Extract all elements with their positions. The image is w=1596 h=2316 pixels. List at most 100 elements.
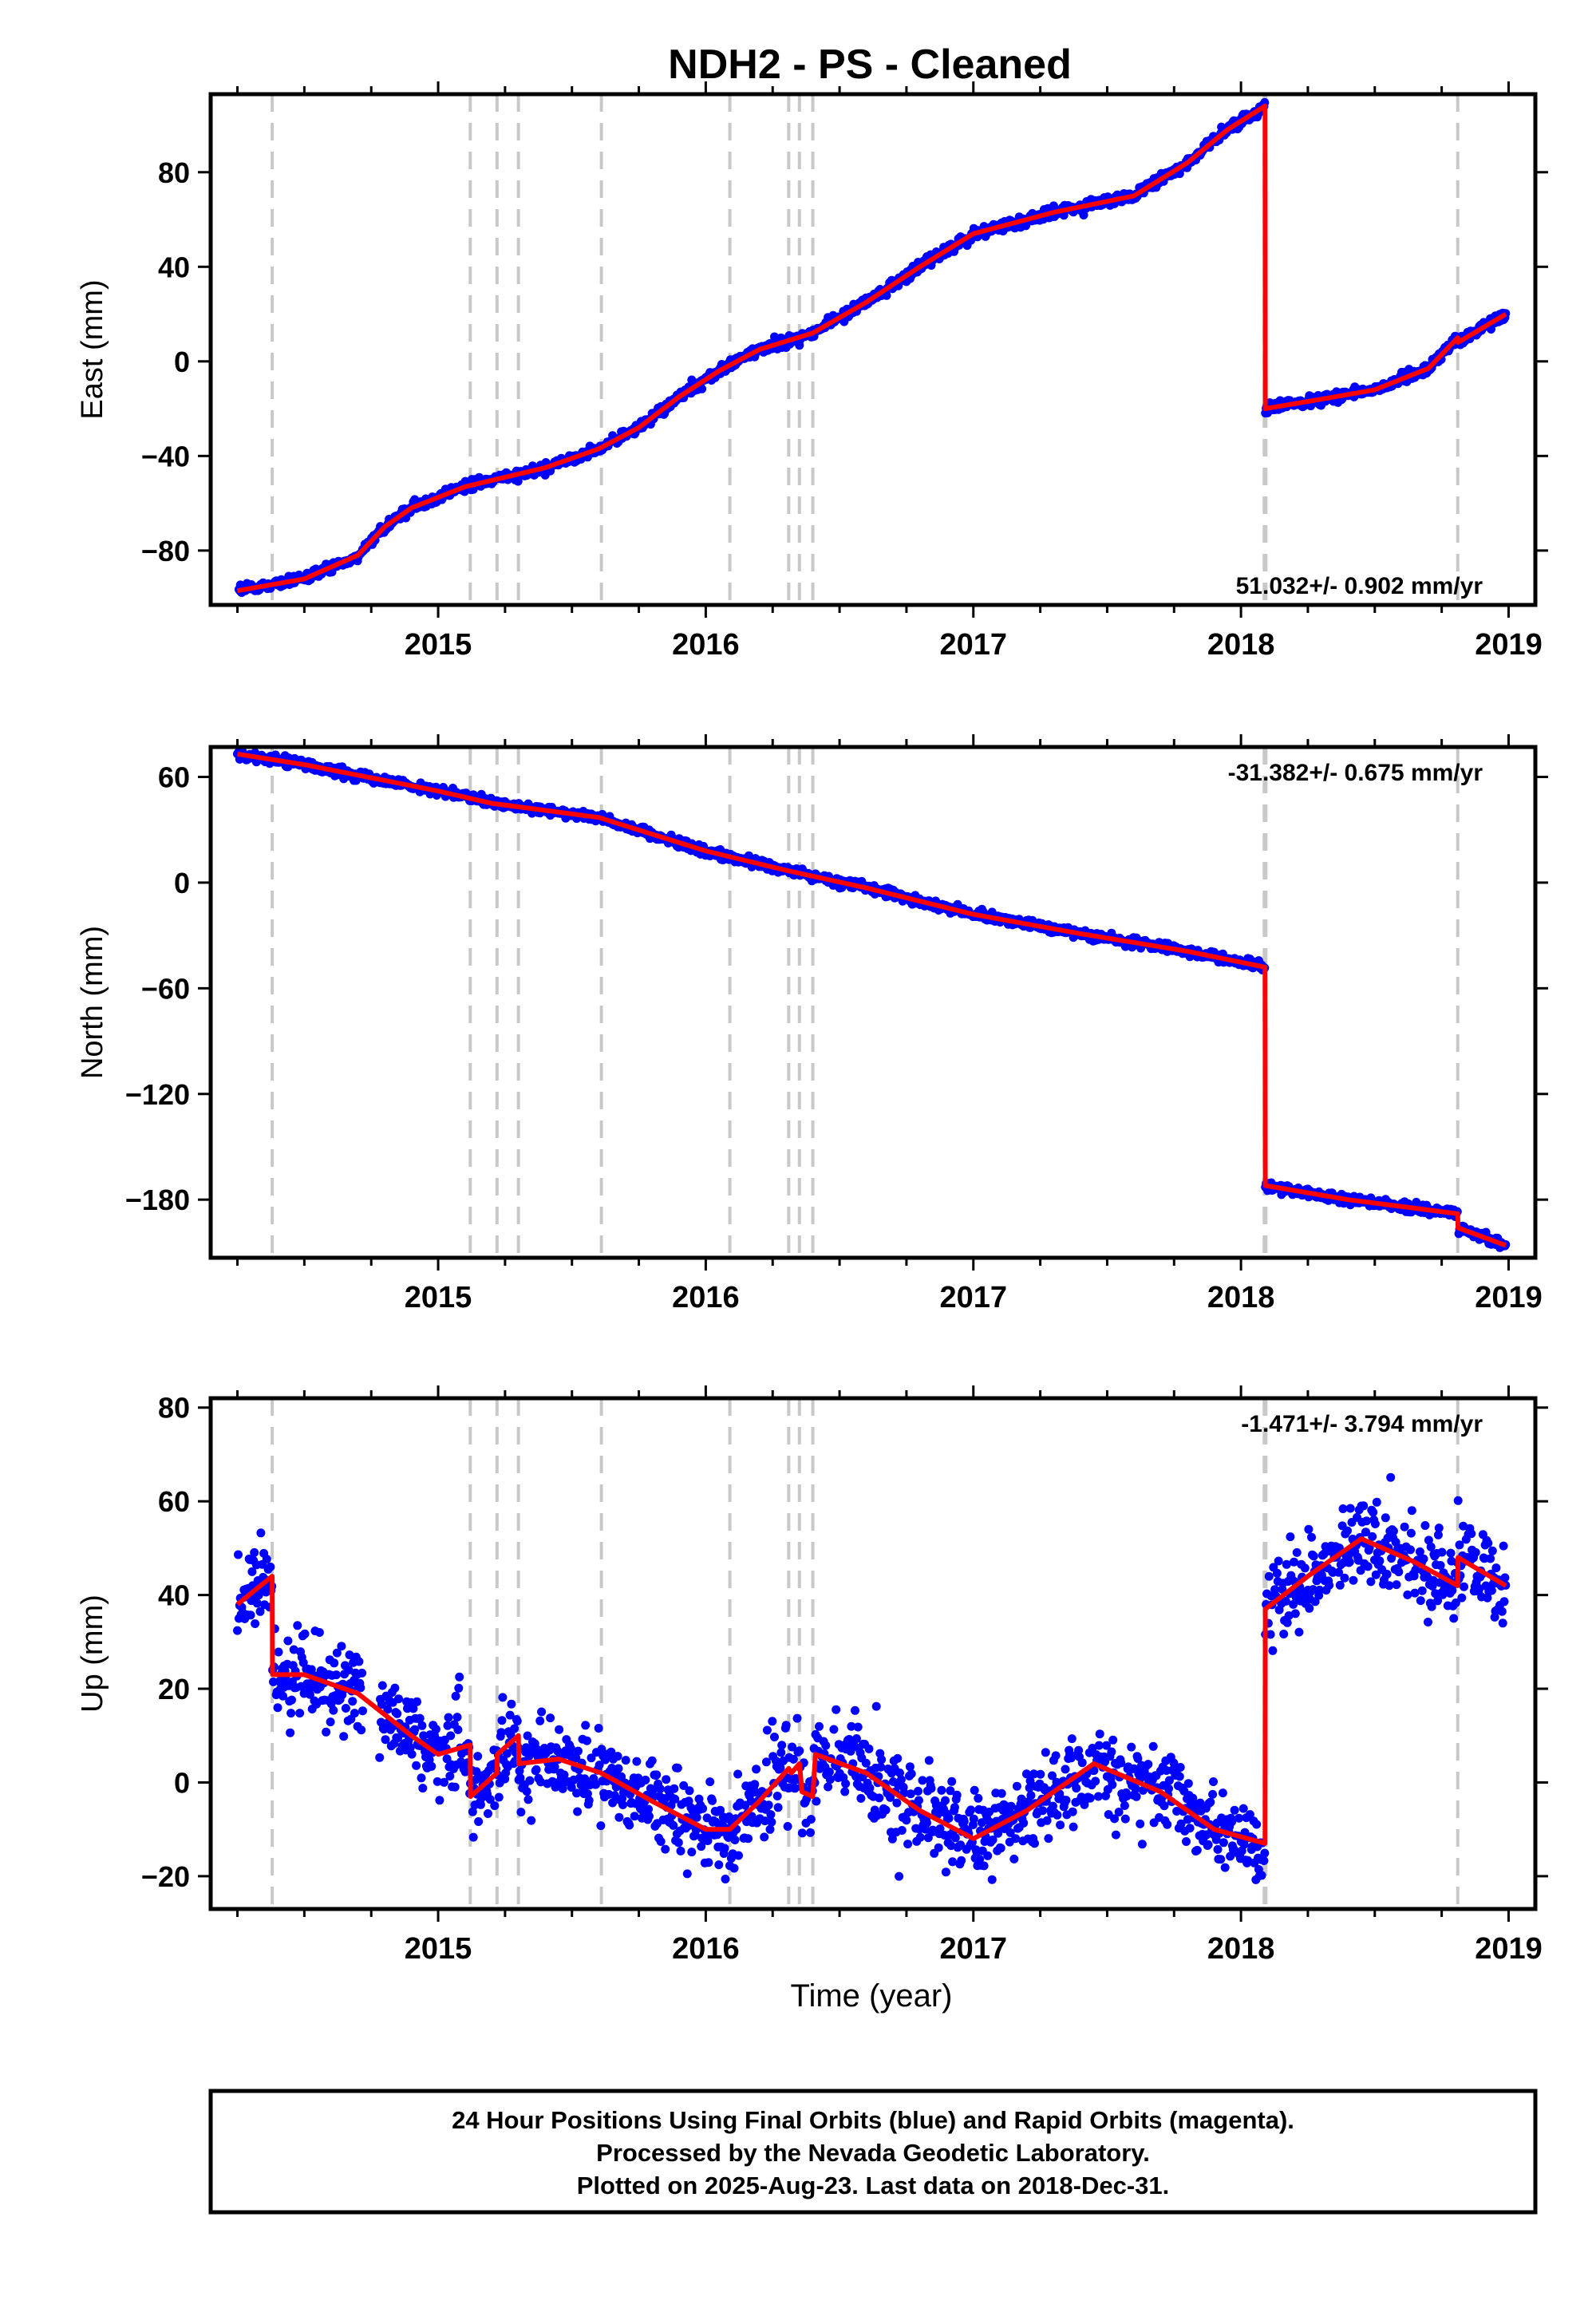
data-point	[1407, 1506, 1416, 1516]
data-point	[1410, 1588, 1420, 1598]
data-point	[832, 1705, 841, 1714]
data-point	[555, 1725, 564, 1734]
data-point	[356, 1683, 365, 1693]
data-point	[773, 1803, 783, 1812]
data-point	[851, 1734, 861, 1743]
data-point	[606, 1747, 616, 1757]
data-point	[957, 1856, 966, 1865]
data-point	[332, 1648, 342, 1658]
data-point	[1061, 1796, 1071, 1805]
data-point	[1308, 1585, 1317, 1595]
data-point	[1385, 1581, 1394, 1591]
data-point	[902, 1816, 911, 1825]
data-point	[1107, 1747, 1116, 1757]
data-point	[915, 1832, 925, 1842]
data-point	[1289, 1599, 1298, 1609]
data-point	[1219, 1838, 1228, 1848]
data-point	[946, 1841, 956, 1851]
data-point	[527, 1816, 536, 1825]
data-point	[516, 1773, 525, 1783]
data-point	[583, 1789, 592, 1799]
data-point	[337, 1642, 346, 1651]
data-point	[824, 1782, 833, 1792]
data-point	[937, 1785, 946, 1795]
data-point	[1238, 1804, 1248, 1813]
data-point	[647, 1756, 657, 1765]
data-point	[1195, 1798, 1205, 1808]
data-point	[1433, 1530, 1443, 1539]
plot-frame	[208, 745, 1538, 1260]
data-point	[1176, 1819, 1186, 1828]
data-point	[1091, 1777, 1100, 1786]
data-point	[762, 1725, 772, 1735]
data-point	[252, 1599, 262, 1608]
data-point	[418, 1784, 428, 1793]
data-point	[1304, 1524, 1314, 1534]
data-point	[853, 1722, 863, 1732]
data-point	[531, 1765, 541, 1774]
data-point	[262, 1555, 271, 1564]
data-point	[608, 1798, 618, 1808]
data-point	[1131, 1784, 1140, 1793]
data-point	[1381, 1513, 1390, 1523]
data-point	[513, 476, 523, 486]
x-tick-label: 2016	[672, 628, 740, 662]
data-point	[339, 1732, 349, 1741]
data-point	[1127, 1742, 1136, 1752]
data-point	[1290, 1609, 1300, 1618]
data-point	[573, 1807, 583, 1816]
plot-frame	[208, 92, 1538, 607]
data-point	[1074, 1745, 1084, 1755]
data-point	[1094, 1741, 1104, 1750]
data-point	[1116, 1758, 1126, 1768]
data-point	[934, 1843, 943, 1852]
data-point	[338, 1690, 347, 1700]
data-point	[412, 1761, 421, 1770]
data-point	[734, 1851, 743, 1860]
data-point	[1427, 1602, 1436, 1611]
data-point	[906, 1789, 915, 1799]
data-point	[887, 1834, 897, 1844]
data-point	[444, 1713, 453, 1722]
data-point	[1239, 1840, 1249, 1849]
data-point	[669, 1820, 678, 1830]
data-point	[1382, 1570, 1392, 1579]
data-point	[358, 1668, 367, 1678]
data-point	[1029, 1769, 1039, 1779]
data-point	[1069, 1822, 1078, 1832]
data-point	[1334, 1567, 1343, 1577]
data-point	[1111, 1830, 1120, 1840]
data-point	[812, 1796, 821, 1806]
data-point	[1300, 1563, 1310, 1573]
data-point	[1446, 1548, 1456, 1558]
data-point	[1449, 1614, 1459, 1623]
data-point	[286, 1709, 296, 1718]
data-point	[1257, 1871, 1266, 1880]
data-point	[1164, 1784, 1173, 1793]
data-point	[332, 1670, 341, 1680]
data-point	[1036, 1769, 1045, 1779]
data-point	[1025, 1783, 1034, 1792]
data-point	[1122, 1792, 1132, 1800]
plot-area	[211, 747, 1535, 1258]
data-point	[790, 1784, 800, 1793]
data-point	[583, 1736, 591, 1745]
data-point	[1169, 1758, 1179, 1768]
data-point	[698, 1804, 708, 1813]
data-point	[494, 1792, 504, 1802]
data-point	[895, 1769, 904, 1777]
data-point	[806, 1815, 816, 1824]
data-point	[427, 1761, 437, 1771]
data-point	[1175, 1772, 1184, 1781]
data-point	[1185, 1824, 1195, 1833]
data-point	[381, 1735, 390, 1745]
data-point	[446, 1731, 456, 1741]
data-point	[306, 1665, 316, 1674]
data-point	[670, 1794, 680, 1804]
data-point	[1019, 1818, 1029, 1828]
data-point	[314, 1628, 324, 1637]
data-point	[413, 1697, 421, 1706]
data-point	[1363, 1562, 1373, 1571]
data-point	[766, 1810, 776, 1820]
data-point	[1120, 1814, 1130, 1824]
